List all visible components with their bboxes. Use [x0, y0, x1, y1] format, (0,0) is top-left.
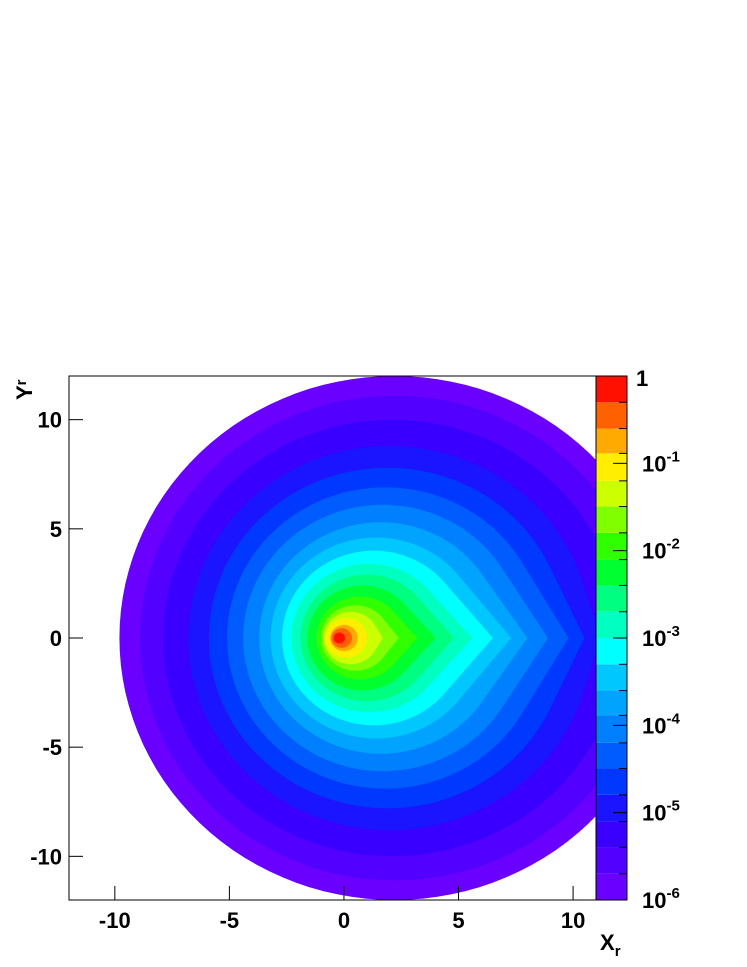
colorbar-tick-base: 10	[642, 713, 666, 738]
x-tick-label: 10	[561, 908, 585, 933]
y-tick-label: -10	[30, 844, 62, 869]
y-axis-label: Yr	[12, 379, 37, 400]
colorbar-band	[596, 376, 627, 403]
colorbar-tick-label: 1	[636, 366, 648, 391]
colorbar-tick-exponent: -4	[666, 710, 680, 727]
colorbar-tick-exponent: -6	[666, 885, 679, 902]
colorbar-tick-base: 10	[642, 539, 666, 564]
colorbar-band	[596, 559, 627, 586]
colorbar-tick-label: 10-3	[642, 623, 680, 651]
colorbar-tick-label: 10-2	[642, 536, 680, 564]
colorbar-band	[596, 402, 627, 429]
colorbar-tick-base: 10	[642, 451, 666, 476]
y-tick-label: 0	[50, 626, 62, 651]
colorbar-tick-label: 10-1	[642, 448, 680, 476]
colorbar-band	[596, 585, 627, 612]
colorbar-band	[596, 664, 627, 691]
colorbar-tick-label: 10-5	[642, 798, 680, 826]
colorbar-band	[596, 768, 627, 795]
x-axis-label: Xr	[600, 930, 621, 960]
colorbar-tick-base: 10	[642, 888, 666, 913]
colorbar-band	[596, 794, 627, 822]
colorbar-band	[596, 715, 627, 743]
colorbar-band	[596, 453, 627, 481]
colorbar-tick-exponent: -5	[666, 798, 679, 815]
colorbar-band	[596, 611, 627, 638]
colorbar-band	[596, 428, 627, 454]
colorbar-tick-exponent: -3	[666, 623, 679, 640]
colorbar-tick-label: 10-4	[642, 710, 680, 738]
x-tick-label: -5	[220, 908, 240, 933]
colorbar-tick-label: 10-6	[642, 885, 680, 913]
y-tick-label: 10	[38, 408, 62, 433]
plot-area	[119, 376, 596, 900]
colorbar-band	[596, 506, 627, 533]
y-tick-label: 5	[50, 517, 62, 542]
colorbar-tick-exponent: -2	[666, 536, 679, 553]
colorbar-band	[596, 532, 627, 560]
colorbar-band	[596, 638, 627, 665]
x-tick-label: -10	[99, 908, 131, 933]
colorbar-tick-base: 10	[642, 801, 666, 826]
colorbar-band	[596, 847, 627, 874]
colorbar-band	[596, 821, 627, 848]
contour-band	[333, 632, 346, 644]
colorbar-tick-base: 10	[642, 626, 666, 651]
y-tick-label: -5	[42, 735, 62, 760]
colorbar-band	[596, 480, 627, 507]
x-tick-label: 0	[338, 908, 350, 933]
colorbar-band	[596, 742, 627, 769]
colorbar-band	[596, 690, 627, 716]
x-tick-label: 5	[452, 908, 464, 933]
colorbar-band	[596, 873, 627, 900]
colorbar-tick-exponent: -1	[666, 448, 679, 465]
